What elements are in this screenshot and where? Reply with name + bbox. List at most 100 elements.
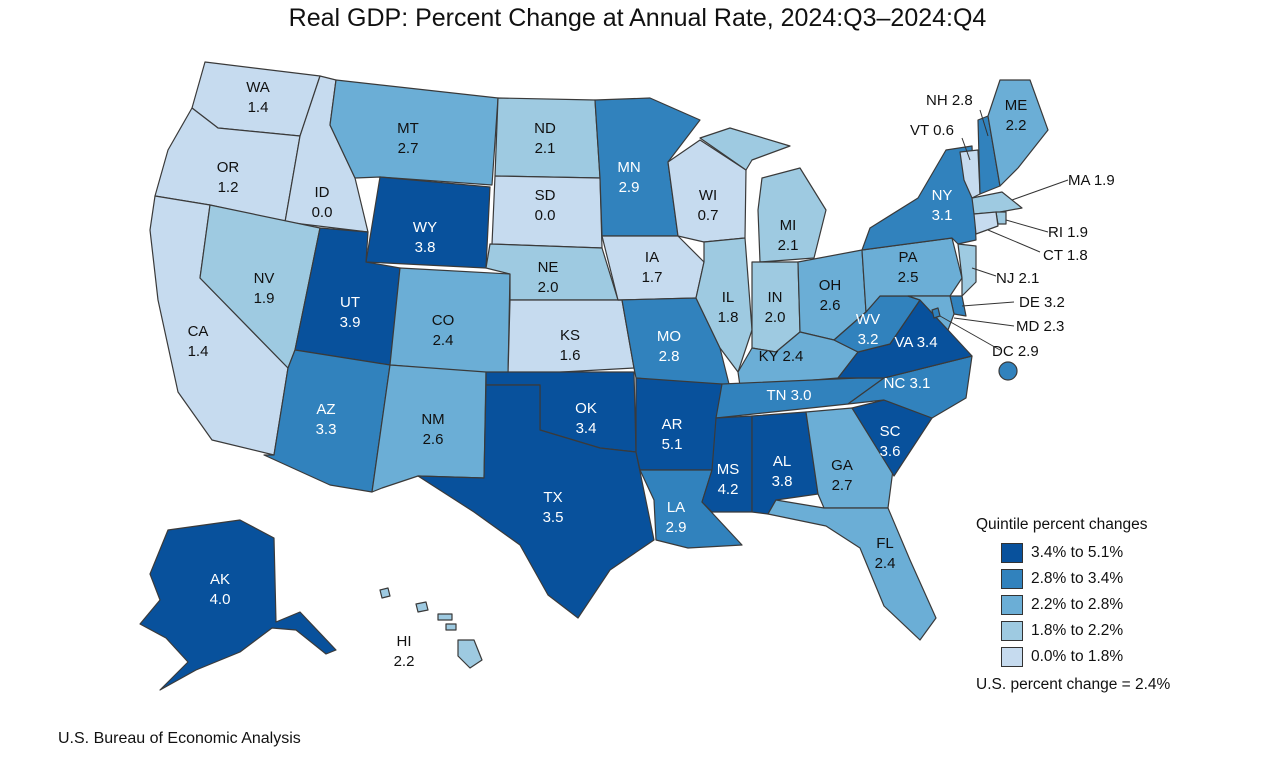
legend-item: 2.2% to 2.8%: [976, 592, 1170, 618]
state-abbrev: ME: [1005, 97, 1028, 114]
state-value: 2.0: [765, 309, 786, 326]
legend-label: 2.2% to 2.8%: [1031, 596, 1124, 613]
state-label-MO: MO 2.8: [657, 328, 681, 365]
state-value: 2.4: [875, 555, 896, 572]
state-abbrev: CO: [432, 312, 455, 329]
state-label-VA: VA 3.4: [894, 334, 937, 351]
state-label-TX: TX 3.5: [543, 489, 564, 526]
state-MI[interactable]: [699, 127, 827, 263]
state-abbrev: HI: [397, 633, 412, 650]
state-abbrev: SC: [880, 423, 901, 440]
state-value: 3.3: [316, 421, 337, 438]
state-TX[interactable]: [417, 384, 655, 619]
leader-lines: [939, 109, 1069, 351]
state-abbrev: NE: [538, 259, 559, 276]
state-value: 2.7: [398, 140, 419, 157]
us-percent-change: U.S. percent change = 2.4%: [976, 676, 1171, 693]
state-label-FL: FL 2.4: [875, 535, 896, 572]
state-value: 3.5: [543, 509, 564, 526]
page-title: Real GDP: Percent Change at Annual Rate,…: [288, 4, 987, 32]
state-label-SD: SD 0.0: [535, 187, 556, 224]
state-label-WI: WI 0.7: [698, 187, 719, 224]
dc-marker[interactable]: [998, 361, 1018, 381]
state-label-WA: WA 1.4: [246, 79, 270, 116]
state-value: 1.8: [718, 309, 739, 326]
state-IL[interactable]: [695, 237, 753, 373]
state-abbrev: IN: [768, 289, 783, 306]
state-abbrev: MT: [397, 120, 419, 137]
state-value: 0.7: [698, 207, 719, 224]
legend-item: 1.8% to 2.2%: [976, 618, 1170, 644]
state-value: 2.8: [659, 348, 680, 365]
state-label-AK: AK 4.0: [210, 571, 231, 608]
state-value: 2.7: [832, 477, 853, 494]
state-label-CT: CT 1.8: [1043, 247, 1088, 264]
state-label-IA: IA 1.7: [642, 249, 663, 286]
state-IA[interactable]: [601, 235, 705, 301]
state-value: 2.9: [619, 179, 640, 196]
state-label-IN: IN 2.0: [765, 289, 786, 326]
legend-swatch: [1001, 569, 1023, 589]
legend-label: 2.8% to 3.4%: [1031, 570, 1124, 587]
state-label-ME: ME 2.2: [1005, 97, 1028, 134]
state-value: 3.4: [576, 420, 597, 437]
state-label-TN: TN 3.0: [766, 387, 811, 404]
state-NM[interactable]: [371, 364, 487, 493]
state-abbrev: OR: [217, 159, 240, 176]
state-label-PA: PA 2.5: [898, 249, 919, 286]
state-value: 0.0: [535, 207, 556, 224]
state-value: 2.2: [1006, 117, 1027, 134]
legend-item: 3.4% to 5.1%: [976, 540, 1170, 566]
state-value: 1.4: [248, 99, 269, 116]
state-MA[interactable]: [971, 191, 1023, 215]
state-ME[interactable]: [987, 79, 1049, 187]
state-NJ[interactable]: [957, 243, 977, 297]
legend-label: 0.0% to 1.8%: [1031, 648, 1124, 665]
legend-swatch: [1001, 647, 1023, 667]
state-abbrev: IL: [722, 289, 735, 306]
state-abbrev: AR: [662, 416, 683, 433]
state-CT[interactable]: [973, 211, 999, 235]
legend-item: 0.0% to 1.8%: [976, 644, 1170, 670]
state-label-VT: VT 0.6: [910, 122, 954, 139]
state-FL[interactable]: [767, 499, 937, 641]
source-credit: U.S. Bureau of Economic Analysis: [58, 730, 301, 747]
state-abbrev: NY: [932, 187, 953, 204]
state-HI[interactable]: [379, 587, 483, 669]
state-value: 1.7: [642, 269, 663, 286]
state-label-NE: NE 2.0: [538, 259, 559, 296]
state-label-AR: AR 5.1: [662, 416, 683, 453]
state-label-MT: MT 2.7: [397, 120, 419, 157]
state-ND[interactable]: [494, 97, 601, 179]
state-abbrev: LA: [667, 499, 685, 516]
state-value: 1.4: [188, 343, 209, 360]
state-value: 4.0: [210, 591, 231, 608]
state-NY[interactable]: [861, 145, 977, 251]
state-label-OH: OH 2.6: [819, 277, 842, 314]
state-abbrev: AZ: [316, 401, 335, 418]
state-abbrev: MN: [617, 159, 640, 176]
legend: Quintile percent changes 3.4% to 5.1% 2.…: [976, 516, 1170, 694]
state-value: 0.0: [312, 204, 333, 221]
state-label-NC: NC 3.1: [884, 375, 931, 392]
state-abbrev: OH: [819, 277, 842, 294]
legend-swatch: [1001, 595, 1023, 615]
state-label-WV: WV 3.2: [856, 311, 880, 348]
state-value: 2.9: [666, 519, 687, 536]
state-label-NY: NY 3.1: [932, 187, 953, 224]
state-DC[interactable]: [931, 307, 941, 319]
state-VT[interactable]: [959, 149, 981, 199]
state-label-NV: NV 1.9: [254, 270, 275, 307]
state-abbrev: IA: [645, 249, 659, 266]
legend-label: 1.8% to 2.2%: [1031, 622, 1124, 639]
state-label-CO: CO 2.4: [432, 312, 455, 349]
state-abbrev: SD: [535, 187, 556, 204]
state-value: 1.2: [218, 179, 239, 196]
state-value: 2.1: [778, 237, 799, 254]
state-AK[interactable]: [139, 519, 337, 691]
legend-swatch: [1001, 621, 1023, 641]
state-label-ND: ND 2.1: [534, 120, 556, 157]
state-value: 2.1: [535, 140, 556, 157]
state-label-OK: OK 3.4: [575, 400, 597, 437]
